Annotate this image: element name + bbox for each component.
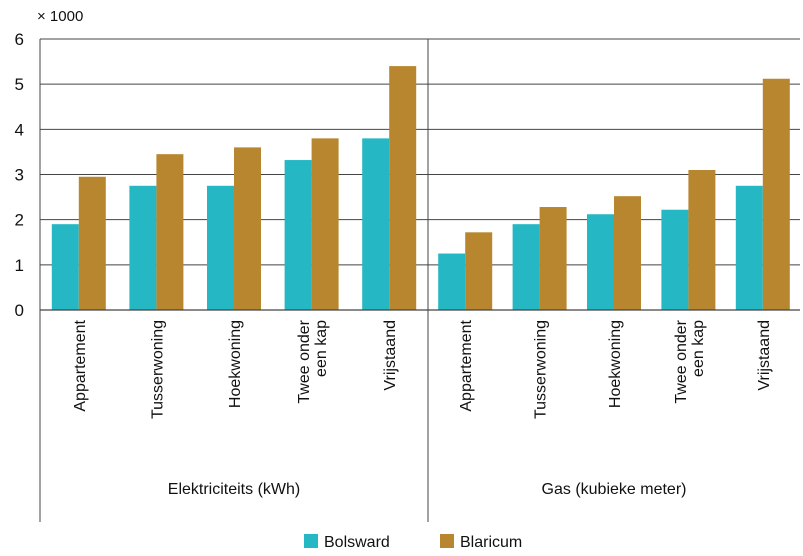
bar-blaricum — [465, 232, 493, 310]
category-label: Vrijstaand — [756, 320, 773, 391]
bar-bolsward — [207, 185, 234, 310]
bars-layer — [51, 66, 790, 310]
y-tick-label: 5 — [15, 75, 24, 94]
category-label: Tusserwoning — [533, 320, 550, 419]
category-label: Twee onder — [296, 319, 313, 403]
bar-blaricum — [234, 147, 261, 310]
bar-bolsward — [661, 209, 689, 310]
bar-blaricum — [614, 196, 641, 310]
category-label: Appartement — [72, 319, 89, 411]
category-label: Hoekwoning — [607, 320, 624, 408]
category-label: Vrijstaand — [382, 320, 399, 391]
y-tick-label: 0 — [15, 301, 24, 320]
group-label: Elektriciteits (kWh) — [168, 481, 300, 498]
bar-bolsward — [129, 185, 157, 310]
y-tick-label: 6 — [15, 30, 24, 49]
legend-swatch-bolsward — [304, 534, 318, 548]
y-tick-label: 3 — [15, 166, 24, 185]
bar-blaricum — [78, 176, 106, 310]
category-label: Tusserwoning — [149, 320, 166, 419]
bar-blaricum — [688, 169, 716, 310]
group-label: Gas (kubieke meter) — [542, 481, 687, 498]
bar-blaricum — [539, 207, 567, 310]
legend-label: Bolsward — [324, 534, 390, 551]
y-tick-label: 1 — [15, 256, 24, 275]
bar-blaricum — [156, 154, 184, 310]
axes-layer — [39, 39, 800, 522]
bar-bolsward — [512, 224, 540, 310]
category-label: een kap — [690, 320, 707, 377]
unit-label: × 1000 — [37, 8, 83, 25]
category-label: een kap — [313, 320, 330, 377]
legend-label: Blaricum — [460, 534, 522, 551]
legend: Bolsward Blaricum — [304, 534, 522, 551]
category-label: Hoekwoning — [227, 320, 244, 408]
bar-bolsward — [284, 160, 312, 310]
category-label: Appartement — [458, 319, 475, 411]
bar-bolsward — [438, 253, 466, 310]
bar-blaricum — [311, 138, 339, 310]
bar-bolsward — [735, 185, 763, 310]
y-tick-label: 2 — [15, 211, 24, 230]
bar-bolsward — [587, 214, 614, 310]
y-tick-label: 4 — [15, 120, 24, 139]
bar-blaricum — [389, 66, 417, 310]
bar-bolsward — [51, 224, 79, 310]
legend-swatch-blaricum — [440, 534, 454, 548]
labels-layer: 0 1 2 3 4 5 6 × 1000 Appartement Tusserwoning Hoek… — [15, 8, 773, 498]
category-label: Twee onder — [673, 319, 690, 403]
bar-blaricum — [762, 78, 790, 310]
bar-bolsward — [362, 138, 390, 310]
